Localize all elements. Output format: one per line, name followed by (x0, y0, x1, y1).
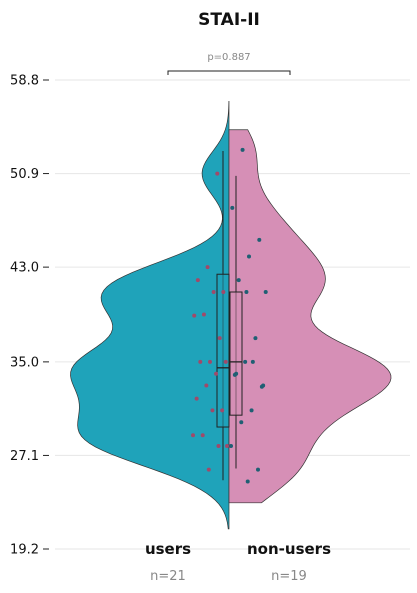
box-users (216, 273, 230, 428)
point-users (221, 289, 226, 294)
point-non-users (250, 359, 255, 364)
box-non-users (229, 291, 243, 416)
point-non-users (247, 254, 251, 259)
significance-bracket (167, 70, 291, 75)
point-non-users (229, 443, 233, 448)
sample-size-non-users: n=19 (271, 569, 307, 584)
point-users (198, 359, 203, 364)
point-users (204, 383, 209, 388)
point-non-users (263, 289, 268, 294)
group-label-users: users (145, 540, 191, 558)
point-users (216, 443, 221, 448)
point-non-users (256, 467, 260, 472)
point-users (200, 433, 205, 438)
point-non-users (239, 420, 244, 425)
point-non-users (261, 383, 266, 388)
point-users (195, 278, 200, 283)
point-non-users (230, 205, 235, 210)
violin-non-users (228, 129, 392, 504)
y-axis: 19.2 27.1 35.0 43.0 50.9 58.8 (10, 74, 49, 558)
sample-size-users: n=21 (150, 569, 186, 584)
point-non-users (253, 336, 258, 341)
p-value-label: p=0.887 (207, 52, 250, 63)
point-users (206, 467, 211, 472)
point-users (208, 359, 212, 364)
group-labels: users n=21 non-users n=19 (145, 540, 331, 584)
point-non-users (249, 408, 254, 413)
data-points (191, 147, 268, 484)
point-users (225, 443, 229, 448)
point-users (191, 433, 195, 438)
chart-title: STAI-II (198, 10, 260, 30)
point-users (220, 408, 225, 413)
y-tick-label: 19.2 (10, 543, 39, 558)
point-non-users (234, 371, 239, 376)
y-tick-label: 27.1 (10, 449, 39, 464)
group-label-non-users: non-users (247, 540, 331, 558)
point-users (210, 408, 215, 413)
point-non-users (240, 147, 245, 152)
point-users (201, 312, 206, 317)
y-tick-label: 35.0 (10, 355, 39, 370)
point-non-users (245, 479, 250, 484)
y-tick-label: 50.9 (10, 167, 39, 182)
boxplots (216, 151, 243, 481)
point-users (217, 336, 222, 341)
point-non-users (236, 278, 241, 283)
y-tick-label: 43.0 (10, 261, 39, 276)
violin-users (70, 100, 230, 530)
point-users (192, 313, 197, 318)
point-non-users (257, 237, 262, 242)
point-users (194, 396, 199, 401)
significance-annotation: p=0.887 (167, 52, 291, 75)
point-users (211, 289, 216, 294)
point-non-users (244, 289, 249, 294)
y-tick-label: 58.8 (10, 74, 39, 89)
point-users (223, 359, 228, 364)
point-users (205, 265, 210, 270)
point-users (215, 171, 220, 176)
point-users (214, 371, 219, 376)
point-non-users (243, 359, 248, 364)
violins (70, 100, 392, 530)
